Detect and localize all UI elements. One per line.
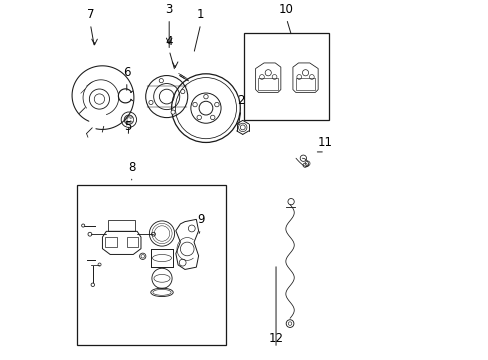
Text: 12: 12 <box>268 332 283 345</box>
Text: 1: 1 <box>197 8 204 21</box>
Circle shape <box>148 100 153 104</box>
Circle shape <box>81 224 84 227</box>
Text: 6: 6 <box>123 66 130 79</box>
Circle shape <box>199 101 212 115</box>
Text: 10: 10 <box>279 3 293 16</box>
Text: 3: 3 <box>165 3 173 16</box>
Bar <box>77 185 225 345</box>
Circle shape <box>91 283 94 287</box>
Text: 5: 5 <box>124 120 132 133</box>
Circle shape <box>181 90 184 94</box>
Circle shape <box>159 78 163 83</box>
Bar <box>244 33 328 120</box>
Text: 9: 9 <box>197 213 204 226</box>
Bar <box>126 237 138 247</box>
Circle shape <box>171 110 175 114</box>
Text: 7: 7 <box>86 8 94 21</box>
Text: 8: 8 <box>128 161 135 174</box>
Bar <box>105 237 117 247</box>
Text: 11: 11 <box>317 136 332 149</box>
Text: 2: 2 <box>237 94 244 107</box>
Text: 4: 4 <box>165 35 173 48</box>
